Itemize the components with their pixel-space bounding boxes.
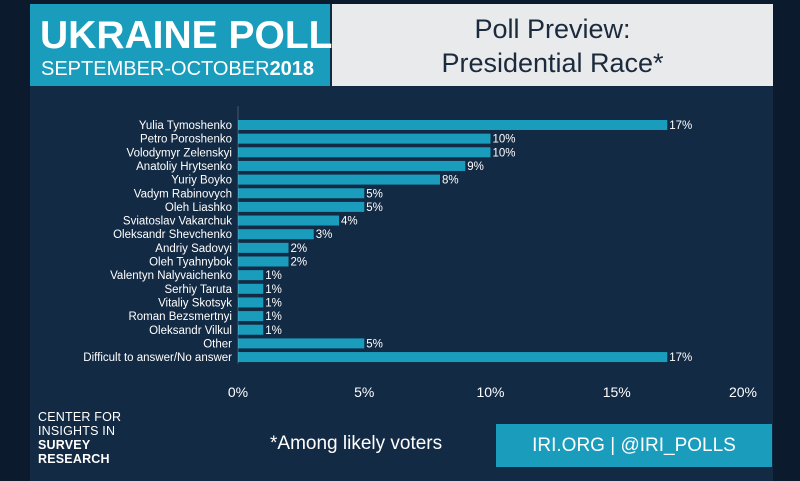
header-title-panel: UKRAINE POLL SEPTEMBER-OCTOBER2018 bbox=[30, 4, 333, 86]
category-label: Oleksandr Shevchenko bbox=[113, 229, 232, 241]
bar bbox=[238, 147, 491, 158]
value-label: 2% bbox=[291, 243, 308, 255]
category-label: Petro Poroshenko bbox=[140, 134, 232, 146]
x-tick-label: 0% bbox=[228, 384, 248, 400]
value-label: 17% bbox=[669, 120, 692, 132]
value-label: 1% bbox=[265, 297, 282, 309]
value-label: 3% bbox=[316, 229, 333, 241]
category-label: Andriy Sadovyi bbox=[155, 243, 232, 255]
bar bbox=[238, 201, 365, 212]
bar bbox=[238, 160, 466, 171]
website-link[interactable]: IRI.ORG | @IRI_POLLS bbox=[496, 424, 772, 467]
bar bbox=[238, 311, 264, 322]
bar bbox=[238, 215, 339, 226]
logo-line-4: RESEARCH bbox=[38, 452, 110, 466]
value-label: 10% bbox=[493, 134, 516, 146]
category-label: Sviatoslav Vakarchuk bbox=[123, 216, 232, 228]
category-label: Oleksandr Vilkul bbox=[149, 325, 232, 337]
bar bbox=[238, 229, 314, 240]
subject-line-2: Presidential Race* bbox=[441, 48, 664, 78]
value-label: 8% bbox=[442, 175, 459, 187]
bar bbox=[238, 242, 289, 253]
value-label: 1% bbox=[265, 325, 282, 337]
category-label: Oleh Tyahnybok bbox=[149, 257, 232, 269]
poll-dates: SEPTEMBER-OCTOBER2018 bbox=[41, 58, 314, 81]
logo-line-3: SURVEY bbox=[38, 438, 91, 452]
value-label: 1% bbox=[265, 284, 282, 296]
value-label: 2% bbox=[291, 257, 308, 269]
bar bbox=[238, 283, 264, 294]
poll-title: UKRAINE POLL bbox=[40, 14, 333, 57]
category-label: Other bbox=[203, 338, 232, 350]
category-label: Vadym Rabinovych bbox=[134, 188, 232, 200]
value-label: 5% bbox=[366, 202, 383, 214]
logo-line-2: INSIGHTS IN bbox=[38, 424, 116, 438]
logo-line-1: CENTER FOR bbox=[38, 410, 122, 424]
bar bbox=[238, 174, 440, 185]
poll-months: SEPTEMBER-OCTOBER bbox=[41, 58, 270, 80]
bar bbox=[238, 338, 365, 349]
value-label: 5% bbox=[366, 338, 383, 350]
category-label: Yuriy Boyko bbox=[171, 175, 232, 187]
cisr-logo: CENTER FOR INSIGHTS IN SURVEY RESEARCH bbox=[38, 410, 121, 466]
bar bbox=[238, 270, 264, 281]
bar bbox=[238, 120, 668, 130]
x-tick-label: 10% bbox=[476, 384, 504, 400]
x-tick-label: 20% bbox=[729, 384, 757, 400]
bar bbox=[238, 352, 668, 363]
bar bbox=[238, 297, 264, 308]
bar-chart: Yulia Tymoshenko 17% Petro Poroshenko 10% Vo… bbox=[83, 106, 757, 400]
subject-line-1: Poll Preview: bbox=[474, 14, 631, 44]
bar bbox=[238, 133, 491, 144]
category-label: Anatoliy Hrytsenko bbox=[136, 161, 232, 173]
value-label: 1% bbox=[265, 270, 282, 282]
value-label: 17% bbox=[669, 352, 692, 364]
poll-year: 2018 bbox=[269, 58, 315, 80]
x-tick-label: 5% bbox=[354, 384, 374, 400]
category-label: Valentyn Nalyvaichenko bbox=[110, 270, 232, 282]
bar bbox=[238, 256, 289, 267]
category-label: Serhiy Taruta bbox=[164, 284, 232, 296]
value-label: 5% bbox=[366, 188, 383, 200]
bar bbox=[238, 188, 365, 199]
category-label: Difficult to answer/No answer bbox=[83, 352, 232, 364]
value-label: 10% bbox=[493, 147, 516, 159]
top-strip bbox=[30, 0, 773, 4]
value-label: 4% bbox=[341, 216, 358, 228]
category-label: Roman Bezsmertnyi bbox=[128, 311, 232, 323]
bar bbox=[238, 324, 264, 335]
category-label: Yulia Tymoshenko bbox=[139, 120, 232, 132]
poll-graphic: UKRAINE POLL SEPTEMBER-OCTOBER2018 Poll … bbox=[30, 0, 773, 481]
value-label: 9% bbox=[467, 161, 484, 173]
header-subject-panel: Poll Preview: Presidential Race* bbox=[332, 4, 773, 86]
category-label: Vitaliy Skotsyk bbox=[158, 297, 232, 309]
value-label: 1% bbox=[265, 311, 282, 323]
category-label: Volodymyr Zelenskyi bbox=[127, 147, 232, 159]
footnote: *Among likely voters bbox=[270, 433, 443, 454]
category-label: Oleh Liashko bbox=[165, 202, 232, 214]
x-tick-label: 15% bbox=[603, 384, 631, 400]
